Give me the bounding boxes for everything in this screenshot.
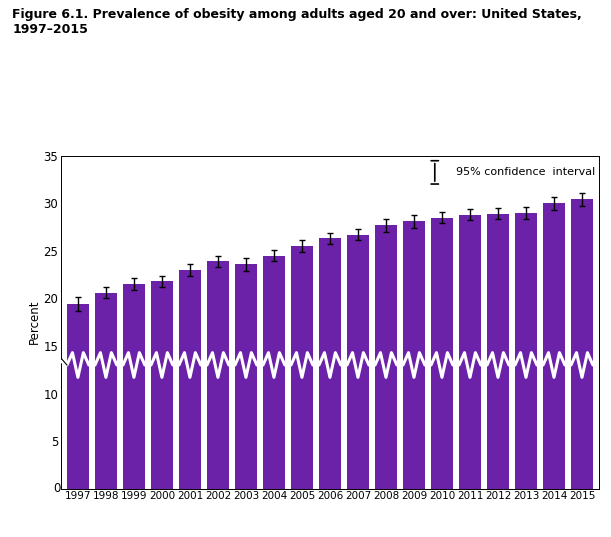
Bar: [431, 217, 453, 489]
Bar: [151, 281, 173, 489]
Bar: [515, 213, 537, 489]
Y-axis label: Percent: Percent: [27, 300, 41, 344]
Bar: [487, 214, 509, 489]
Bar: [375, 225, 397, 489]
Bar: [235, 264, 257, 489]
Bar: [459, 215, 481, 489]
Bar: [347, 235, 369, 489]
Bar: [543, 204, 565, 489]
Bar: [179, 270, 201, 489]
Bar: [571, 199, 593, 489]
Bar: [291, 246, 313, 489]
Bar: [319, 238, 341, 489]
Bar: [263, 256, 285, 489]
Bar: [123, 284, 145, 489]
Bar: [95, 293, 117, 489]
Text: Figure 6.1. Prevalence of obesity among adults aged 20 and over: United States, : Figure 6.1. Prevalence of obesity among …: [12, 8, 582, 36]
Bar: [403, 221, 425, 489]
Text: 95% confidence  interval: 95% confidence interval: [456, 168, 596, 177]
Text: 0: 0: [53, 482, 60, 495]
Bar: [207, 262, 229, 489]
Bar: [67, 304, 89, 489]
